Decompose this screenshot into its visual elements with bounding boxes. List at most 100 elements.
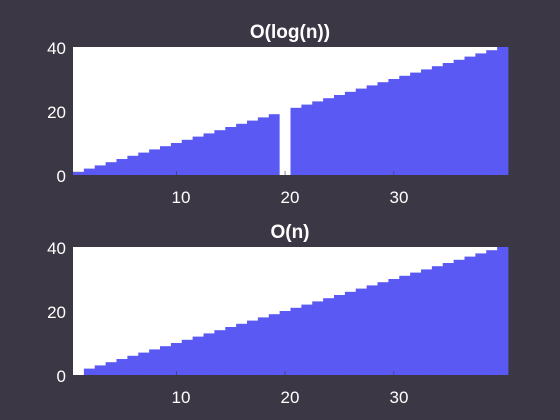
bar bbox=[486, 250, 498, 375]
bar bbox=[377, 82, 389, 175]
bar bbox=[366, 285, 378, 375]
bar-highlighted bbox=[73, 371, 85, 375]
bar bbox=[410, 72, 422, 175]
bar bbox=[464, 256, 476, 375]
bar bbox=[73, 171, 85, 175]
x-tick-label: 30 bbox=[390, 388, 409, 407]
bar bbox=[116, 159, 128, 175]
bar bbox=[94, 365, 107, 375]
chart-title: O(log(n)) bbox=[250, 22, 330, 43]
bar bbox=[399, 275, 411, 375]
bar bbox=[236, 323, 248, 375]
bar bbox=[301, 104, 313, 175]
bar bbox=[355, 88, 368, 175]
bar bbox=[388, 279, 400, 375]
y-tick-label: 40 bbox=[47, 239, 66, 258]
bar bbox=[486, 50, 498, 176]
bar bbox=[421, 69, 433, 175]
y-axis: 0 20 40 bbox=[47, 239, 66, 386]
bar bbox=[257, 317, 270, 375]
y-axis: 0 20 40 bbox=[47, 39, 66, 186]
bar bbox=[247, 120, 259, 175]
bar bbox=[453, 59, 465, 175]
bar bbox=[247, 320, 259, 375]
bar bbox=[355, 288, 368, 375]
bar-highlighted bbox=[279, 111, 291, 175]
bar bbox=[464, 56, 476, 175]
bar bbox=[497, 247, 509, 375]
bar bbox=[334, 295, 346, 375]
y-tick-label: 40 bbox=[47, 39, 66, 58]
x-tick-label: 10 bbox=[172, 188, 191, 207]
bar bbox=[203, 333, 215, 375]
bar bbox=[214, 330, 226, 375]
y-tick-label: 20 bbox=[47, 303, 66, 322]
bar bbox=[312, 301, 324, 375]
chart-panel-n: O(n) 0 20 40 10 20 30 bbox=[47, 222, 509, 407]
chart-panel-log-n: O(log(n)) 0 20 40 10 20 30 bbox=[47, 22, 509, 207]
bar bbox=[127, 355, 139, 375]
bar bbox=[236, 123, 248, 175]
bar bbox=[268, 114, 281, 175]
y-tick-label: 20 bbox=[47, 103, 66, 122]
bar bbox=[366, 85, 378, 175]
bar bbox=[388, 79, 400, 175]
bar bbox=[290, 307, 302, 375]
bar bbox=[257, 117, 270, 175]
bar bbox=[160, 146, 172, 175]
bar bbox=[301, 304, 313, 375]
bar bbox=[149, 149, 161, 175]
bar bbox=[344, 91, 357, 175]
bar bbox=[116, 359, 128, 375]
bar bbox=[225, 327, 237, 375]
bar-series bbox=[73, 47, 509, 176]
bar bbox=[105, 362, 117, 375]
bar bbox=[170, 143, 183, 175]
x-tick-label: 10 bbox=[172, 388, 191, 407]
bar bbox=[421, 269, 433, 375]
bar bbox=[138, 352, 150, 375]
chart-title: O(n) bbox=[270, 222, 309, 243]
bar bbox=[497, 47, 509, 175]
x-axis: 10 20 30 bbox=[172, 388, 409, 407]
bar bbox=[203, 133, 215, 175]
bar bbox=[431, 266, 444, 375]
bar bbox=[83, 168, 96, 175]
bar bbox=[268, 314, 281, 375]
bar bbox=[323, 298, 335, 375]
bar bbox=[149, 349, 161, 375]
bar bbox=[399, 75, 411, 175]
y-tick-label: 0 bbox=[57, 367, 66, 386]
bar bbox=[334, 95, 346, 175]
bar bbox=[94, 165, 107, 175]
x-tick-label: 20 bbox=[281, 388, 300, 407]
bar bbox=[279, 311, 291, 375]
bar-series bbox=[73, 247, 509, 375]
bar bbox=[431, 66, 444, 175]
y-tick-label: 0 bbox=[57, 167, 66, 186]
bar bbox=[323, 98, 335, 175]
bar bbox=[225, 127, 237, 175]
bar bbox=[475, 53, 487, 175]
bar bbox=[160, 346, 172, 375]
bar bbox=[410, 272, 422, 375]
bar bbox=[181, 139, 194, 175]
x-axis: 10 20 30 bbox=[172, 188, 409, 207]
bar bbox=[377, 282, 389, 375]
bar bbox=[344, 291, 357, 375]
bar bbox=[475, 253, 487, 375]
bar bbox=[105, 162, 117, 175]
bar bbox=[127, 155, 139, 175]
bar bbox=[192, 336, 204, 375]
bar bbox=[192, 136, 204, 175]
bar bbox=[442, 263, 455, 375]
bar bbox=[453, 259, 465, 375]
bar bbox=[181, 339, 194, 375]
bar bbox=[442, 63, 455, 175]
x-tick-label: 30 bbox=[390, 188, 409, 207]
x-tick-label: 20 bbox=[281, 188, 300, 207]
bar bbox=[83, 368, 96, 375]
bar bbox=[290, 107, 302, 175]
bar bbox=[214, 130, 226, 175]
